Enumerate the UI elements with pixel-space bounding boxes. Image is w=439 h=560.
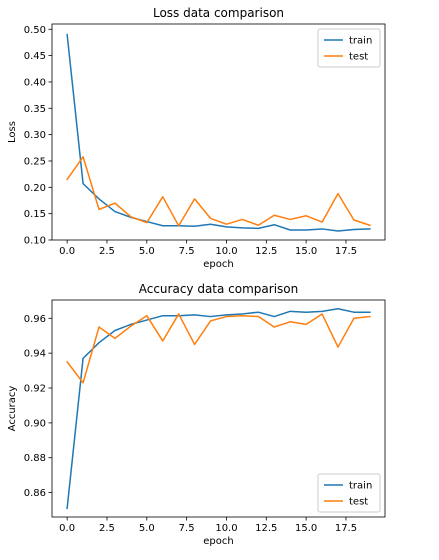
loss-chart: 0.0 2.5 5.0 7.5 10.0 12.5 15.0 17.5 0.10 0.15 0.20… (7, 6, 386, 270)
x-axis-label: epoch (203, 536, 233, 547)
x-tick-label: 7.5 (179, 246, 195, 257)
series-line-test (66, 313, 371, 384)
x-tick-label: 5.0 (139, 246, 155, 257)
chart-title: Loss data comparison (153, 6, 284, 20)
series-line-train (66, 307, 371, 510)
x-tick-label: 0.0 (59, 523, 75, 534)
x-tick-label: 17.5 (335, 523, 357, 534)
y-tick-label: 0.40 (24, 77, 46, 88)
x-tick-label: 15.0 (295, 523, 317, 534)
y-tick-label: 0.92 (24, 384, 46, 395)
x-axis-label: epoch (203, 259, 233, 270)
x-tick-label: 2.5 (99, 523, 115, 534)
x-tick-label: 0.0 (59, 246, 75, 257)
series-line-test (66, 156, 371, 227)
y-tick-label: 0.25 (24, 156, 46, 167)
y-tick-label: 0.35 (24, 104, 46, 115)
y-tick-label: 0.88 (24, 453, 46, 464)
x-tick-label: 10.0 (215, 246, 237, 257)
y-axis-label: Accuracy (7, 386, 18, 432)
chart-title: Accuracy data comparison (139, 282, 299, 296)
y-tick-label: 0.20 (24, 183, 46, 194)
y-tick-label: 0.50 (24, 25, 46, 36)
x-tick-label: 5.0 (139, 523, 155, 534)
y-axis-label: Loss (7, 121, 18, 143)
legend-label-test: test (349, 52, 368, 63)
x-tick-label: 15.0 (295, 246, 317, 257)
legend: train test (317, 28, 381, 68)
y-tick-label: 0.96 (24, 314, 46, 325)
legend-label-test: test (349, 497, 368, 508)
y-tick-label: 0.45 (24, 51, 46, 62)
y-tick-label: 0.90 (24, 418, 46, 429)
y-tick-label: 0.94 (24, 349, 46, 360)
legend-label-train: train (349, 481, 372, 492)
x-tick-label: 10.0 (215, 523, 237, 534)
legend-box (317, 28, 381, 68)
plot-area-frame (51, 23, 386, 241)
series-line-train (66, 33, 371, 232)
legend-label-train: train (349, 36, 372, 47)
y-tick-label: 0.30 (24, 130, 46, 141)
x-tick-label: 17.5 (335, 246, 357, 257)
y-tick-label: 0.10 (24, 236, 46, 247)
plot-area-frame (51, 299, 386, 518)
y-tick-label: 0.86 (24, 488, 46, 499)
x-tick-label: 12.5 (255, 246, 277, 257)
x-tick-label: 2.5 (99, 246, 115, 257)
x-tick-label: 7.5 (179, 523, 195, 534)
legend: train test (317, 473, 381, 513)
x-tick-label: 12.5 (255, 523, 277, 534)
legend-box (317, 473, 381, 513)
accuracy-chart: 0.0 2.5 5.0 7.5 10.0 12.5 15.0 17.5 0.86 0.88 0.90… (7, 282, 386, 547)
y-tick-label: 0.15 (24, 209, 46, 220)
